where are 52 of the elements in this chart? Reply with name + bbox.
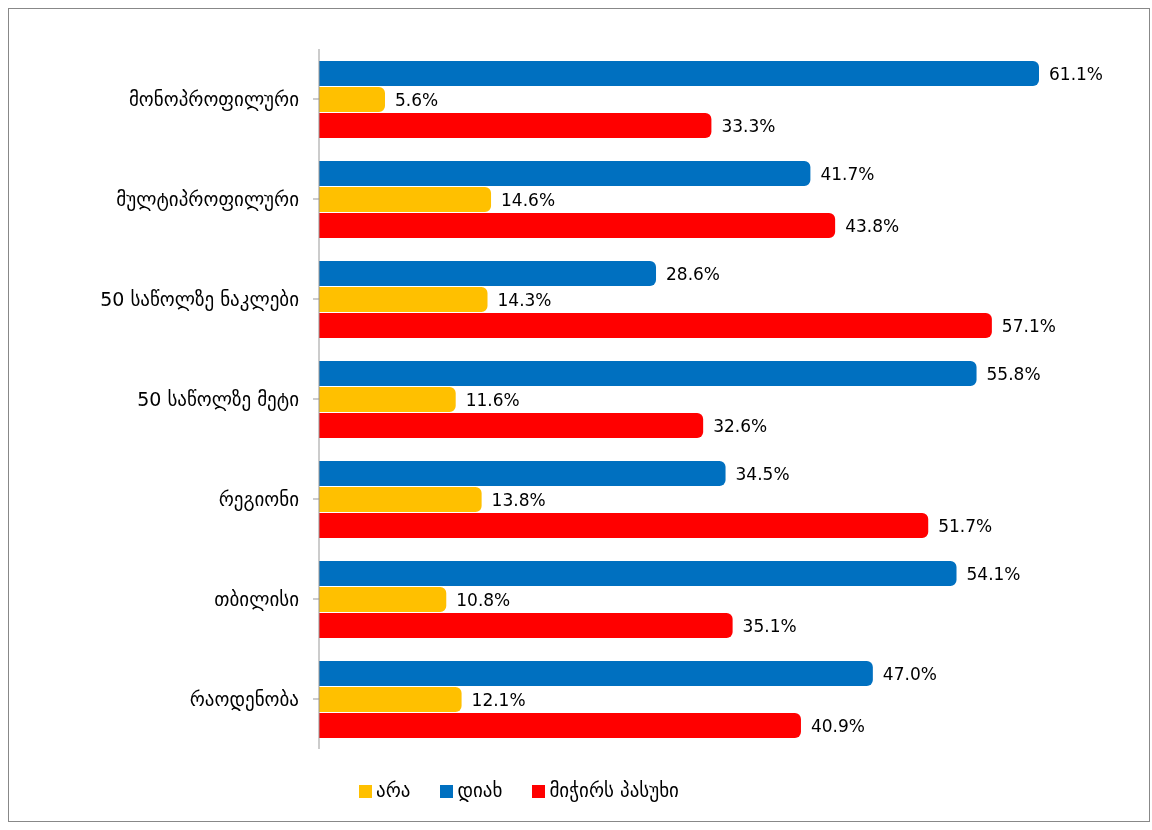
y-tick-label: მონოპროფილური (128, 87, 299, 111)
bar (319, 413, 704, 438)
bar (319, 213, 836, 238)
data-label: 40.9% (810, 715, 865, 736)
bar (319, 313, 992, 338)
data-label: 11.6% (465, 389, 520, 410)
bar (319, 113, 712, 138)
bar (319, 487, 482, 512)
data-label: 33.3% (721, 115, 776, 136)
bar (319, 661, 873, 686)
bar (319, 687, 462, 712)
data-label: 32.6% (713, 415, 768, 436)
y-tick-label: მულტიპროფილური (116, 187, 299, 211)
data-label: 10.8% (456, 589, 511, 610)
bar (319, 713, 801, 738)
bar (319, 287, 488, 312)
y-tick-label: 50 საწოლზე მეტი (137, 387, 299, 411)
bar (319, 613, 733, 638)
data-label: 14.3% (497, 289, 552, 310)
bar (319, 61, 1039, 86)
data-label: 13.8% (491, 489, 546, 510)
legend-label: დიახ (457, 779, 503, 801)
bar (319, 387, 456, 412)
bar (319, 561, 957, 586)
legend-label: არა (376, 779, 411, 801)
data-label: 14.6% (501, 189, 556, 210)
data-label: 55.8% (986, 363, 1041, 384)
bar (319, 587, 447, 612)
data-label: 34.5% (735, 463, 790, 484)
data-label: 35.1% (742, 615, 797, 636)
bar (319, 161, 811, 186)
y-tick-label: რეგიონი (218, 487, 299, 511)
data-label: 41.7% (820, 163, 875, 184)
data-label: 5.6% (394, 89, 439, 110)
y-tick-label: 50 საწოლზე ნაკლები (100, 287, 299, 311)
data-label: 28.6% (666, 263, 721, 284)
data-label: 47.0% (882, 663, 937, 684)
bar (319, 187, 492, 212)
data-label: 12.1% (471, 689, 526, 710)
bar (319, 461, 726, 486)
bar (319, 261, 657, 286)
data-label: 54.1% (966, 563, 1021, 584)
data-label: 57.1% (1001, 315, 1056, 336)
bar (319, 513, 929, 538)
data-label: 43.8% (845, 215, 900, 236)
data-label: 61.1% (1049, 63, 1104, 84)
legend-label: მიჭირს პასუხი (549, 779, 679, 801)
bar (319, 87, 385, 112)
bar (319, 361, 977, 386)
y-tick-label: რაოდენობა (189, 687, 299, 711)
y-tick-label: თბილისი (214, 587, 299, 611)
data-label: 51.7% (938, 515, 993, 536)
